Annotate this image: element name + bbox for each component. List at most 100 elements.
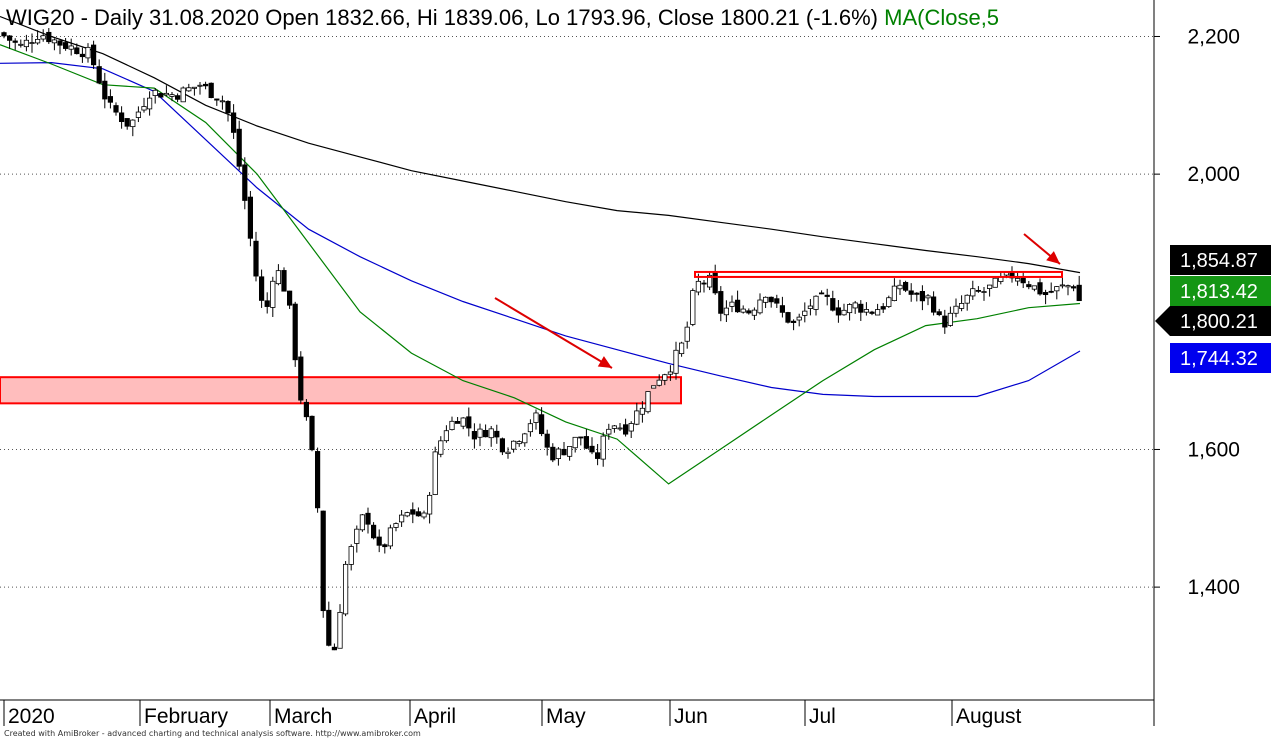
candle-body bbox=[443, 430, 450, 442]
candle-body bbox=[46, 31, 52, 43]
candle-body bbox=[370, 524, 377, 539]
candle-body bbox=[964, 294, 970, 304]
candle-body bbox=[712, 271, 718, 294]
candle-body bbox=[494, 430, 500, 438]
candle-body bbox=[891, 285, 898, 302]
candle-body bbox=[1020, 277, 1026, 284]
candle-body bbox=[152, 89, 158, 96]
x-tick-label: May bbox=[546, 705, 586, 728]
candle-body bbox=[863, 309, 870, 313]
candle-body bbox=[29, 42, 35, 44]
candle-body bbox=[359, 514, 366, 531]
candle-body bbox=[169, 94, 175, 97]
candle-body bbox=[1071, 286, 1077, 289]
candle-body bbox=[1043, 292, 1049, 296]
tag-short-ma: 1,813.42 bbox=[1180, 281, 1258, 303]
candle-body bbox=[925, 295, 931, 299]
candle-body bbox=[1054, 286, 1060, 292]
candle-body bbox=[673, 349, 679, 374]
title-ma: MA(Close,5 bbox=[884, 5, 999, 30]
tag-short-ma-bg bbox=[1170, 276, 1271, 306]
candle-body bbox=[763, 296, 769, 303]
candle-body bbox=[96, 66, 102, 84]
candle-body bbox=[488, 428, 494, 439]
candle-body bbox=[393, 523, 399, 528]
candle-body bbox=[533, 412, 539, 423]
candle-body bbox=[449, 420, 455, 431]
candle-body bbox=[275, 270, 282, 285]
candle-body bbox=[1065, 285, 1071, 288]
candle-body bbox=[236, 128, 242, 167]
candle-body bbox=[242, 164, 248, 201]
candle-body bbox=[903, 281, 909, 291]
candle-body bbox=[382, 544, 388, 548]
candle-body bbox=[1, 32, 7, 37]
candle-body bbox=[309, 415, 315, 451]
candle-body bbox=[628, 423, 634, 432]
candle-body bbox=[992, 277, 998, 288]
candle-body bbox=[942, 315, 948, 328]
candle-body bbox=[314, 451, 321, 509]
candle-body bbox=[376, 536, 382, 546]
price-tags: 1,854.87 1,813.42 1,800.21 1,744.32 bbox=[1155, 245, 1271, 373]
candle-body bbox=[219, 100, 225, 103]
y-tick-label: 2,000 bbox=[1187, 163, 1240, 186]
candle-body bbox=[18, 43, 24, 46]
ma-mid-line bbox=[0, 61, 1081, 398]
candle-body bbox=[1026, 284, 1032, 288]
candle-body bbox=[600, 435, 606, 460]
candlesticks bbox=[1, 28, 1082, 651]
candle-body bbox=[79, 53, 85, 58]
candle-body bbox=[387, 527, 394, 547]
candle-body bbox=[740, 308, 746, 313]
candle-body bbox=[85, 46, 91, 59]
candle-body bbox=[897, 284, 903, 290]
candle-body bbox=[107, 96, 113, 103]
candle-body bbox=[729, 301, 735, 307]
annotation-arrows bbox=[494, 233, 1061, 369]
candle-body bbox=[163, 92, 169, 96]
candle-body bbox=[410, 509, 416, 515]
candle-body bbox=[102, 80, 108, 100]
candle-body bbox=[835, 307, 842, 316]
candle-body bbox=[589, 445, 595, 453]
candle-body bbox=[606, 428, 612, 435]
candle-body bbox=[214, 98, 220, 101]
candle-body bbox=[684, 326, 690, 342]
candle-body bbox=[258, 276, 265, 301]
candle-body bbox=[63, 42, 69, 49]
candle-body bbox=[270, 280, 276, 308]
candle-body bbox=[225, 100, 231, 114]
candle-body bbox=[667, 371, 674, 375]
candle-body bbox=[858, 303, 864, 313]
candle-body bbox=[354, 528, 360, 544]
candle-body bbox=[253, 240, 259, 277]
candle-body bbox=[51, 39, 58, 44]
candle-body bbox=[174, 95, 181, 100]
candle-body bbox=[981, 291, 987, 293]
candle-body bbox=[404, 512, 410, 517]
candle-body bbox=[202, 83, 209, 87]
candle-body bbox=[460, 417, 466, 427]
candle-body bbox=[477, 428, 483, 438]
candle-body bbox=[914, 292, 920, 295]
ma-long-line bbox=[0, 15, 1081, 274]
x-tick-label: February bbox=[144, 705, 229, 728]
candle-body bbox=[91, 44, 97, 66]
arrow-head bbox=[597, 356, 612, 368]
candle-body bbox=[40, 35, 46, 40]
candle-body bbox=[779, 305, 786, 313]
candle-body bbox=[768, 296, 774, 303]
candle-body bbox=[959, 303, 965, 309]
candle-body bbox=[886, 297, 892, 307]
ma-short-line bbox=[0, 44, 1081, 485]
candle-body bbox=[774, 298, 780, 304]
resistance-line bbox=[694, 270, 1063, 278]
candle-body bbox=[718, 291, 724, 314]
candle-body bbox=[292, 303, 298, 361]
candle-body bbox=[1059, 284, 1065, 287]
candle-body bbox=[432, 451, 438, 495]
candle-body bbox=[130, 119, 136, 128]
